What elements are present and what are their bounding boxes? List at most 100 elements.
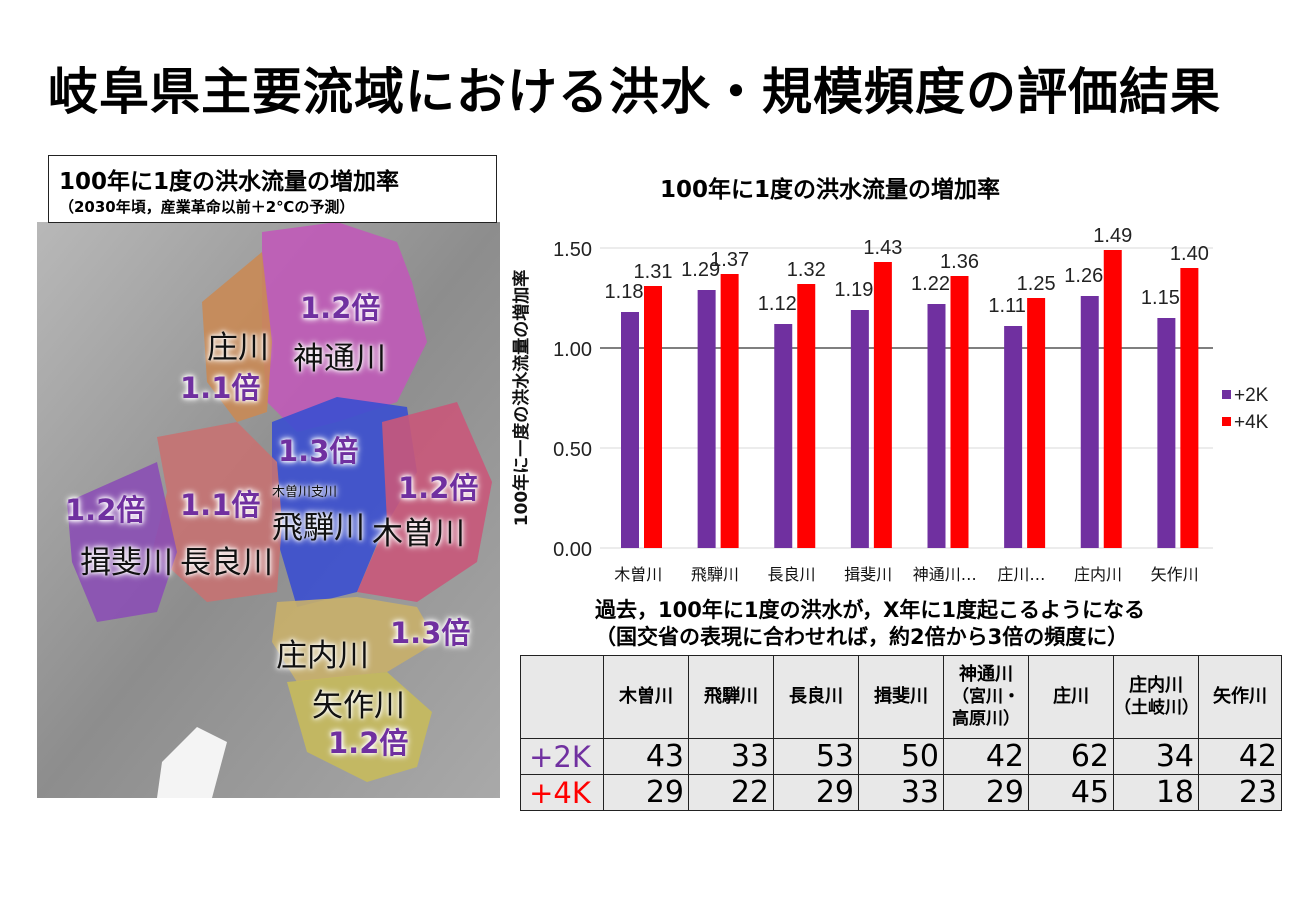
bar-plus2k <box>850 310 869 548</box>
bar-plus2k <box>1004 326 1023 548</box>
legend-swatch <box>1222 390 1231 399</box>
table-header: 矢作川 <box>1198 655 1282 739</box>
bar-plus4k <box>644 286 662 548</box>
chart-title: 100年に1度の洪水流量の増加率 <box>660 177 1001 203</box>
ratio-shonai: 1.3倍 <box>390 616 471 650</box>
table-row: +4K 29 22 29 33 29 45 18 23 <box>520 774 1282 811</box>
basin-ibi <box>67 462 177 622</box>
table-cell: 23 <box>1198 774 1282 811</box>
label-yahagi: 矢作川 <box>312 688 405 724</box>
bar-plus2k <box>621 312 639 548</box>
data-label: 1.22 <box>911 273 950 295</box>
table-cell: 33 <box>688 738 774 775</box>
header-line: 矢作川 <box>1213 686 1267 707</box>
table-cell: 50 <box>858 738 944 775</box>
header-line: 長良川 <box>789 686 843 707</box>
basin-map <box>37 222 500 798</box>
table-header: 長良川 <box>773 655 859 739</box>
basin-jinzu <box>262 222 427 432</box>
data-label: 1.43 <box>863 237 902 259</box>
y-tick-label: 0.50 <box>553 439 592 461</box>
table-cell: 42 <box>1198 738 1282 775</box>
x-tick-label: 庄川… <box>997 565 1045 584</box>
header-line: 揖斐川 <box>874 686 928 707</box>
label-hida: 飛騨川 <box>272 510 365 546</box>
legend-swatch <box>1222 417 1231 426</box>
x-tick-label: 揖斐川 <box>844 565 892 584</box>
ratio-nagara: 1.1倍 <box>180 488 261 522</box>
x-tick-label: 飛騨川 <box>691 565 739 584</box>
basin-hida <box>272 397 417 607</box>
ratio-ibi: 1.2倍 <box>65 493 146 527</box>
note-line-1: 過去，100年に1度の洪水が，X年に1度起こるようになる <box>595 598 1145 622</box>
data-label: 1.26 <box>1064 265 1103 287</box>
bar-plus2k <box>697 290 716 548</box>
data-label: 1.31 <box>634 261 673 283</box>
data-label: 1.49 <box>1093 225 1132 247</box>
table-header: 庄内川 （土岐川） <box>1113 655 1199 739</box>
basin-sho <box>202 252 272 422</box>
header-line: 神通川 <box>959 664 1013 685</box>
basin-kiso <box>357 402 492 602</box>
header-line: （宮川・ <box>952 687 1020 707</box>
bar-plus4k <box>720 274 739 548</box>
table-cell: 53 <box>773 738 859 775</box>
ratio-yahagi: 1.2倍 <box>328 726 409 760</box>
bar-plus2k <box>927 304 946 548</box>
legend-label: +2K <box>1234 385 1269 406</box>
basin-nagara <box>152 422 282 602</box>
table-cell: 18 <box>1113 774 1199 811</box>
label-jinzu: 神通川 <box>293 341 386 377</box>
label-nagara: 長良川 <box>180 545 273 581</box>
table-cell: 29 <box>943 774 1029 811</box>
frequency-note: 過去，100年に1度の洪水が，X年に1度起こるようになる （国交省の表現に合わせ… <box>595 597 1145 651</box>
data-label: 1.18 <box>605 281 644 303</box>
header-line: 飛騨川 <box>704 686 758 707</box>
label-shonai: 庄内川 <box>276 638 369 674</box>
table-header: 神通川 （宮川・ 高原川） <box>943 655 1029 739</box>
x-tick-label: 木曽川 <box>614 565 662 584</box>
map-legend-title: 100年に1度の洪水流量の増加率 <box>59 169 400 195</box>
bay-area <box>157 727 227 798</box>
table-cell: 43 <box>603 738 689 775</box>
legend-label: +4K <box>1234 412 1269 433</box>
y-tick-label: 1.00 <box>553 339 592 361</box>
header-line: （土岐川） <box>1114 698 1199 718</box>
label-hida-sub: 木曽川支川 <box>272 485 338 500</box>
header-line: 木曽川 <box>619 686 673 707</box>
data-label: 1.32 <box>787 259 826 281</box>
label-ibi: 揖斐川 <box>80 545 173 581</box>
bar-plus4k <box>797 284 816 548</box>
return-period-table: 木曽川 飛騨川 長良川 揖斐川 神通川 （宮川・ 高原川） 庄川 庄内川 （土岐川） 矢作川 +2K… <box>520 655 1282 811</box>
ratio-sho: 1.1倍 <box>180 371 261 405</box>
map-legend-subtitle: （2030年頃，産業革命以前＋2℃の予測） <box>59 198 355 216</box>
ratio-kiso: 1.2倍 <box>398 471 479 505</box>
table-cell: 34 <box>1113 738 1199 775</box>
x-tick-label: 矢作川 <box>1151 565 1199 584</box>
bar-plus2k <box>1157 318 1176 548</box>
bar-plus4k <box>950 276 969 548</box>
data-label: 1.40 <box>1170 243 1209 265</box>
table-header: 飛騨川 <box>688 655 774 739</box>
bar-plus4k <box>873 262 892 548</box>
row-label: +2K <box>520 738 604 775</box>
data-label: 1.36 <box>940 251 979 273</box>
x-tick-label: 長良川 <box>768 565 816 584</box>
y-tick-label: 0.00 <box>553 539 592 561</box>
table-header: 揖斐川 <box>858 655 944 739</box>
map-legend-box: 100年に1度の洪水流量の増加率 （2030年頃，産業革命以前＋2℃の予測） <box>48 155 497 223</box>
x-tick-label: 庄内川 <box>1074 565 1122 584</box>
table-cell: 45 <box>1028 774 1114 811</box>
table-cell: 22 <box>688 774 774 811</box>
table-cell: 29 <box>773 774 859 811</box>
bar-plus4k <box>1103 250 1122 548</box>
header-line: 庄川 <box>1053 686 1089 707</box>
ratio-hida: 1.3倍 <box>278 434 359 468</box>
table-row: +2K 43 33 53 50 42 62 34 42 <box>520 738 1282 775</box>
table-cell: 62 <box>1028 738 1114 775</box>
bar-plus2k <box>1080 296 1099 548</box>
data-label: 1.15 <box>1141 287 1180 309</box>
table-header-row: 木曽川 飛騨川 長良川 揖斐川 神通川 （宮川・ 高原川） 庄川 庄内川 （土岐川） 矢作川 <box>520 655 1282 739</box>
data-label: 1.37 <box>710 249 749 271</box>
data-label: 1.25 <box>1017 273 1056 295</box>
